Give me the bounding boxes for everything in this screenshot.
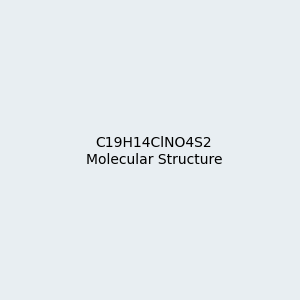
Text: C19H14ClNO4S2
Molecular Structure: C19H14ClNO4S2 Molecular Structure [85, 136, 222, 166]
